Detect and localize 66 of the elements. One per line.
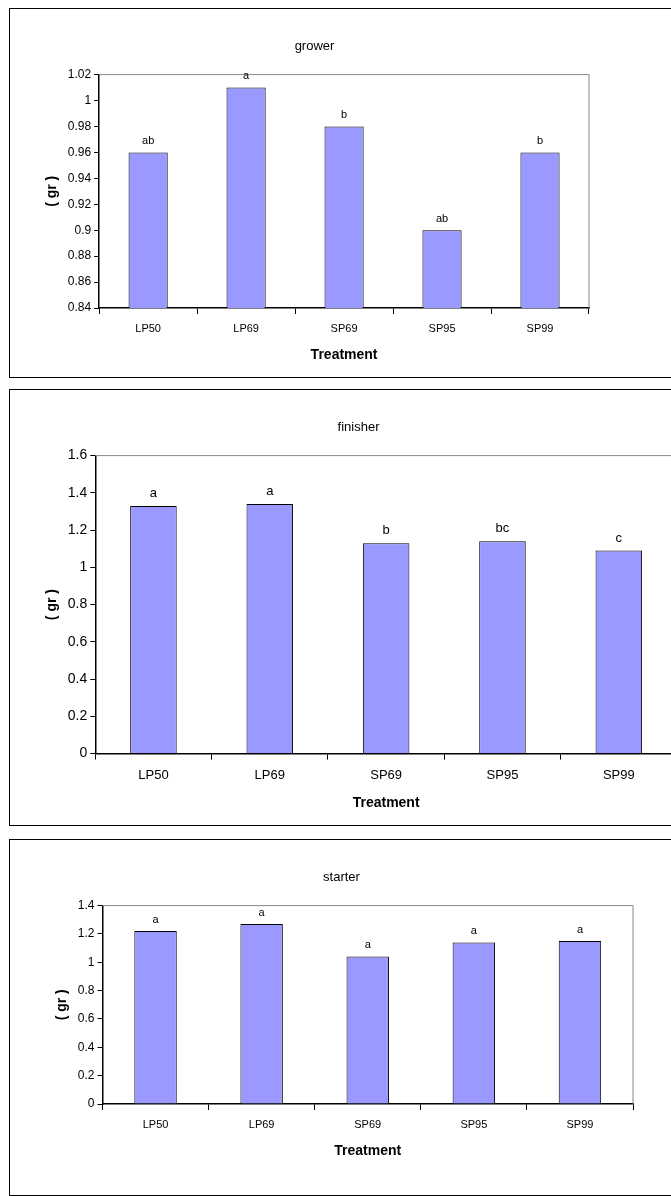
y-tick-label: 0.9 [74,222,92,237]
y-tick-label: 0.2 [77,1067,95,1082]
y-tick-label: 0.88 [67,248,92,263]
x-axis-title: Treatment [310,346,378,363]
y-tick-label: 1.4 [67,483,88,500]
annotation: a [149,484,158,500]
x-tick-label: LP69 [248,1117,275,1130]
annotation: a [243,69,251,82]
annotation: a [364,938,372,951]
y-tick-label: 0.8 [67,595,88,612]
y-tick-label: 0.96 [67,144,92,159]
y-tick-label: 0.2 [67,707,88,724]
x-tick-label: SP95 [486,766,519,782]
annotation: a [266,483,275,499]
y-tick-label: 1.4 [77,897,95,912]
y-axis-title: ( gr ) [43,589,60,621]
y-tick-label: 1.2 [67,520,88,537]
y-tick-label: 0.86 [67,274,92,289]
y-axis-title: ( gr ) [53,989,70,1021]
x-tick-label: SP99 [602,766,635,782]
y-tick-label: 0 [87,1096,95,1111]
annotation: a [470,923,478,936]
y-tick-label: 0.98 [67,118,92,133]
y-tick-label: 1 [87,954,95,969]
y-tick-label: 1.6 [67,446,88,463]
y-tick-label: 1 [84,92,92,107]
annotation: ab [142,133,155,146]
y-tick-label: 0.94 [67,170,92,185]
annotation: bc [495,520,510,536]
x-tick-label: LP69 [233,321,259,334]
y-tick-label: 0.4 [67,669,88,686]
x-tick-label: SP69 [370,766,403,782]
annotation: a [576,922,584,935]
annotation: b [341,108,348,120]
x-axis-title: Treatment [334,1142,402,1159]
x-tick-label: SP95 [460,1117,488,1130]
annotation: c [615,529,623,545]
chart-title: grower [294,38,336,54]
y-tick-label: 1.02 [67,66,92,81]
y-tick-label: 0.84 [67,300,92,315]
y-tick-label: 0.92 [67,196,92,211]
y-tick-label: 0.6 [77,1011,95,1026]
y-tick-label: 0.8 [77,982,95,997]
y-tick-label: 0.6 [67,632,88,649]
y-tick-label: 0 [79,744,88,761]
annotation: b [536,133,544,146]
x-tick-label: SP69 [330,321,358,334]
annotation: a [152,912,160,925]
x-tick-label: LP69 [254,766,285,782]
y-axis-title: ( gr ) [43,175,60,207]
x-tick-label: LP50 [138,766,169,782]
x-axis-title: Treatment [352,794,420,811]
x-tick-label: SP69 [354,1117,382,1130]
y-tick-label: 1 [79,558,88,575]
chart-title: starter [323,869,361,885]
y-tick-label: 1.2 [77,926,95,941]
y-tick-label: 0.4 [77,1039,95,1054]
x-tick-label: SP99 [526,321,554,334]
annotation: b [382,522,390,538]
annotation: ab [435,211,449,224]
x-tick-label: LP50 [135,321,161,334]
x-tick-label: LP50 [142,1117,169,1130]
x-tick-label: SP95 [428,321,456,334]
annotation: a [258,905,266,918]
x-tick-label: SP99 [566,1117,594,1130]
chart-title: finisher [337,419,381,435]
